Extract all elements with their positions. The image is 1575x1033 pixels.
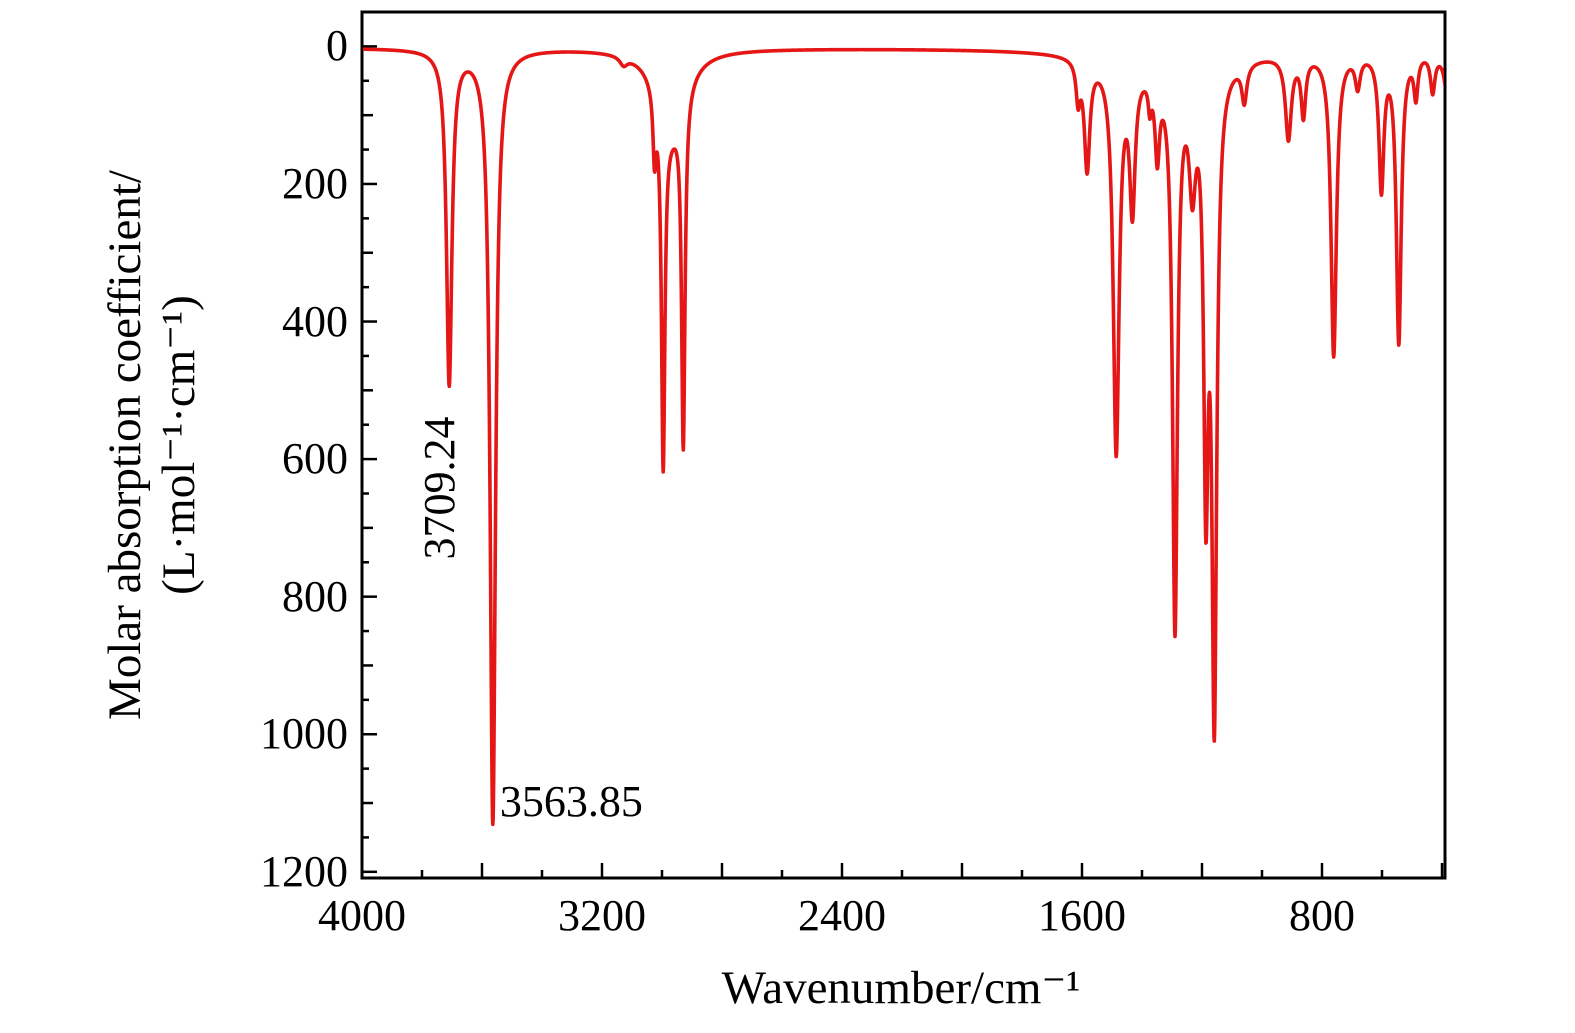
y-tick-label: 800 [282,571,348,621]
x-axis-ticks [360,863,1444,878]
y-tick-label: 1200 [260,846,348,896]
y-tick-label: 600 [282,434,348,484]
x-axis-title: Wavenumber/cm⁻¹ [721,962,1081,1014]
y-axis-ticks [362,45,377,874]
plot-border [360,10,1447,880]
x-tick-label: 4000 [318,891,406,940]
x-tick-label: 800 [1289,891,1355,940]
x-tick-label: 1600 [1038,891,1126,940]
y-tick-label: 400 [282,296,348,346]
y-tick-label: 0 [326,21,348,71]
y-tick-label: 200 [282,158,348,208]
peak-label-3709: 3709.24 [415,416,465,560]
peak-label-3563: 3563.85 [499,777,643,826]
x-tick-label: 3200 [558,891,646,940]
x-tick-label: 2400 [798,891,886,940]
y-tick-label: 1000 [260,709,348,759]
spectrum-line [363,47,1444,827]
